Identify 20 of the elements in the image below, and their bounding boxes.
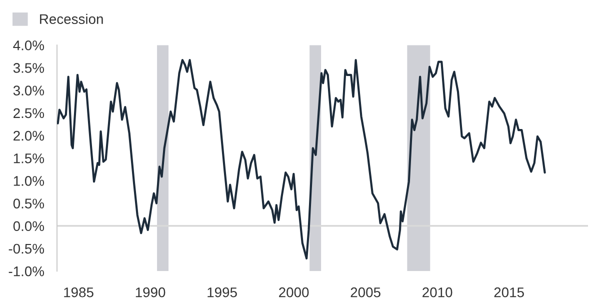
y-tick-label: 2.5%	[14, 108, 44, 118]
x-tick-label: 1995	[208, 287, 237, 298]
y-tick-label: -1.0%	[8, 266, 44, 276]
y-tick-label: 1.0%	[14, 176, 44, 186]
x-tick-label: 2010	[422, 287, 452, 298]
y-tick-label: 2.0%	[14, 130, 44, 141]
x-tick-label: 2000	[279, 287, 309, 298]
y-tick-label: 3.0%	[13, 86, 44, 96]
y-tick-label: 0.0%	[13, 221, 44, 232]
y-tick-label: -0.5%	[8, 244, 44, 254]
legend-label: Recession	[40, 14, 103, 24]
y-tick-label: 3.5%	[13, 63, 44, 73]
y-tick-label: 1.5%	[14, 154, 44, 164]
x-tick-label: 2015	[494, 287, 524, 298]
x-tick-label: 1985	[64, 287, 94, 298]
x-tick-label: 1990	[136, 287, 166, 298]
y-tick-label: 0.5%	[13, 198, 44, 208]
line-series	[57, 58, 546, 260]
x-tick-label: 2005	[350, 287, 380, 298]
y-tick-label: 4.0%	[13, 40, 44, 50]
